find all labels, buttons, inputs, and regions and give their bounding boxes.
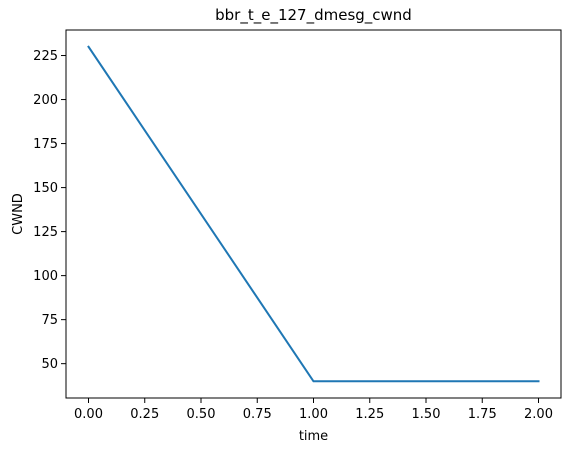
x-tick-label: 1.75 [468, 407, 497, 422]
series-line-0 [87, 45, 540, 383]
y-tick-label: 225 [33, 49, 58, 64]
x-ticks: 0.00 0.25 0.50 0.75 1.00 1.25 1.50 1.75 2.00 [74, 398, 553, 422]
y-tick-label: 100 [33, 269, 58, 284]
x-axis-label: time [299, 429, 328, 444]
y-tick-label: 200 [33, 93, 58, 108]
y-tick-label: 175 [33, 137, 58, 152]
x-tick-label: 0.00 [74, 407, 103, 422]
x-tick-label: 2.00 [524, 407, 553, 422]
chart-title: bbr_t_e_127_dmesg_cwnd [215, 6, 412, 25]
x-tick-label: 1.00 [299, 407, 328, 422]
x-tick-label: 0.75 [243, 407, 272, 422]
y-axis-label: CWND [11, 193, 26, 235]
y-tick-label: 150 [33, 181, 58, 196]
plot-frame [65, 29, 562, 399]
y-tick-label: 125 [33, 225, 58, 240]
x-tick-label: 0.50 [187, 407, 216, 422]
y-tick-label: 50 [41, 357, 58, 372]
series-layer [87, 45, 540, 383]
x-tick-label: 1.50 [412, 407, 441, 422]
y-tick-label: 75 [41, 313, 58, 328]
x-tick-label: 1.25 [355, 407, 384, 422]
y-ticks: 50 75 100 125 150 175 200 225 [33, 49, 66, 372]
x-tick-label: 0.25 [130, 407, 159, 422]
